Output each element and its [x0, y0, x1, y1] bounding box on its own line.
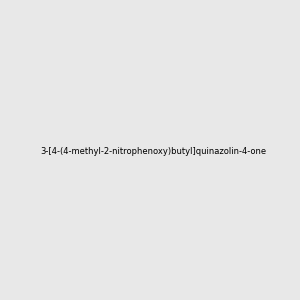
- Text: 3-[4-(4-methyl-2-nitrophenoxy)butyl]quinazolin-4-one: 3-[4-(4-methyl-2-nitrophenoxy)butyl]quin…: [41, 147, 267, 156]
